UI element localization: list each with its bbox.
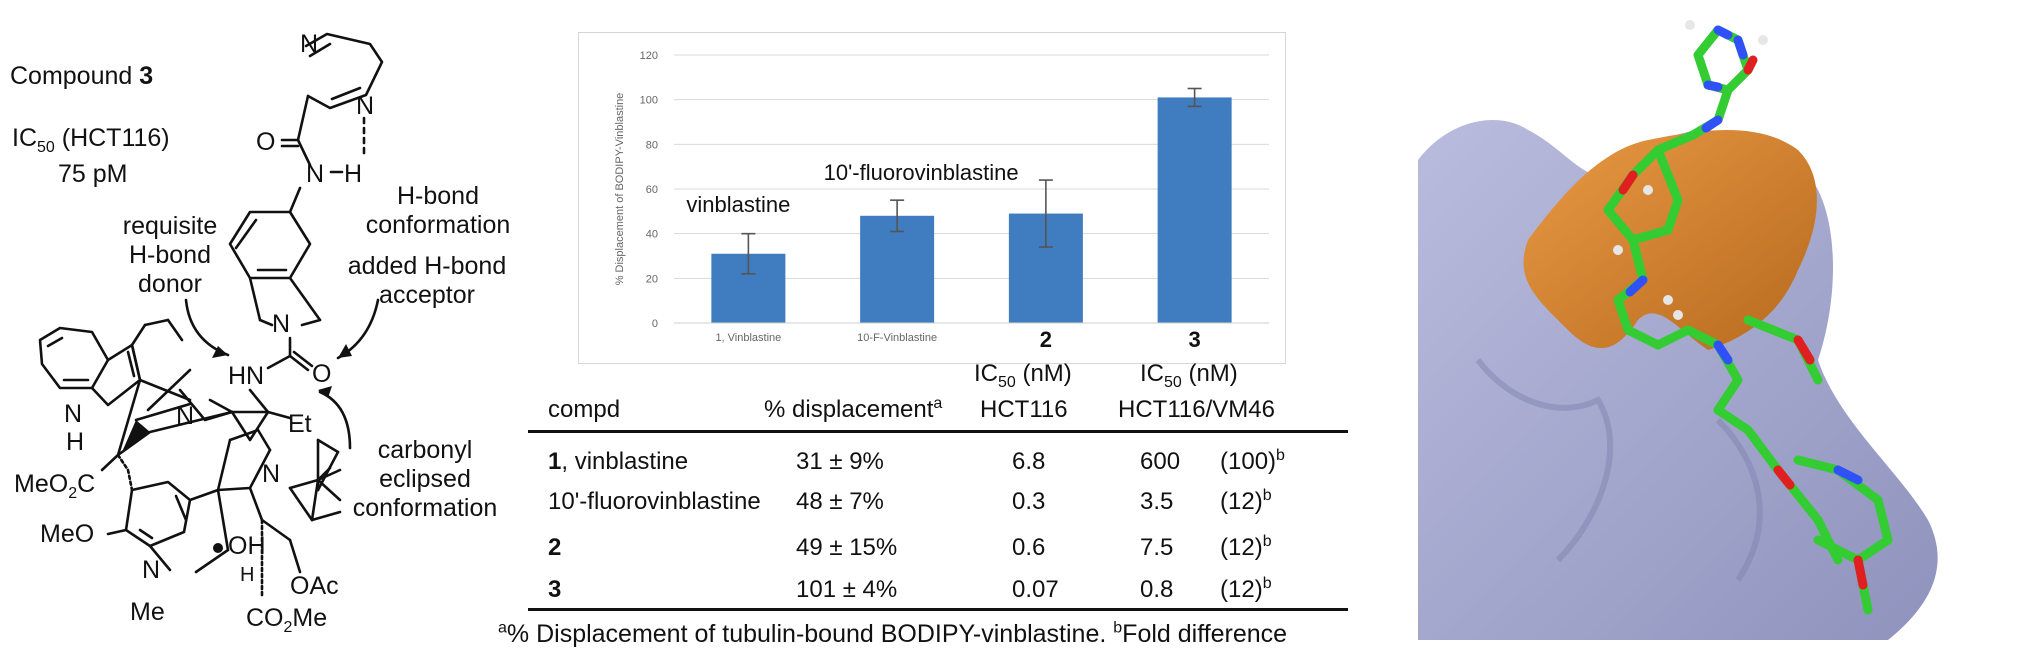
benzene-ring-isoindoline xyxy=(228,210,312,280)
bar-chart: 0 20 40 60 80 100 120 % Displacement of BODIPY-… xyxy=(578,32,1286,364)
annotation-carbonyl-eclipsed: carbonyl eclipsed conformation xyxy=(352,436,498,522)
table-cell-displacement: 49 ± 15% xyxy=(796,534,898,561)
atom-label: H xyxy=(240,564,255,586)
atom-label: N xyxy=(272,310,291,338)
table-cell-displacement: 101 ± 4% xyxy=(796,576,898,603)
atom-label: N xyxy=(356,92,375,120)
bar-annotation: vinblastine xyxy=(686,192,790,217)
atom-label: N xyxy=(142,556,161,584)
table-cell-compd: 2 xyxy=(548,534,562,561)
col-header-compd: compd xyxy=(548,396,621,423)
table-rule-top xyxy=(528,430,1348,433)
table-cell-hct116: 0.3 xyxy=(1012,488,1046,515)
atom-label: N xyxy=(306,160,325,188)
atom-label: N xyxy=(176,402,195,430)
annotation-added-acceptor: added H-bond acceptor xyxy=(347,252,507,309)
col-header-ic50-hct116: IC50 (nM) xyxy=(974,360,1072,391)
structure-panel: Compound 3 IC50 (HCT116) 75 pM requisite… xyxy=(0,0,510,660)
x-tick-label: 10-F-Vinblastine xyxy=(857,332,937,344)
table-cell-vm46: 600 xyxy=(1140,448,1181,475)
atom-label: H xyxy=(66,428,85,456)
bar-annotation: 10'-fluorovinblastine xyxy=(824,160,1019,185)
atom-label: O xyxy=(256,128,276,156)
ligand-heteroatoms xyxy=(1618,25,1868,590)
table-cell-compd: 10'-fluorovinblastine xyxy=(548,488,761,515)
table-cell-fold: (12)b xyxy=(1220,533,1272,562)
y-tick-label: 80 xyxy=(646,139,658,151)
ic50-value: 75 pM xyxy=(58,160,128,188)
atom-label: OH xyxy=(228,532,266,560)
table-cell-compd: 1, vinblastine xyxy=(548,448,689,475)
table-cell-displacement: 31 ± 9% xyxy=(796,448,884,475)
table-cell-compd: 3 xyxy=(548,576,562,603)
table-cell-hct116: 0.6 xyxy=(1012,534,1046,561)
protein-surface-image xyxy=(1418,20,1938,640)
table-cell-fold: (12)b xyxy=(1220,575,1272,604)
atom-label: N xyxy=(64,400,83,428)
molecule-drawing xyxy=(38,32,384,597)
table-rule-bottom xyxy=(528,608,1348,611)
annotation-hbond-conformation: H-bond conformation xyxy=(365,182,511,239)
col-header-hct116-vm46: HCT116/VM46 xyxy=(1118,396,1275,423)
data-table: IC50 (nM) IC50 (nM) compd % displacement… xyxy=(528,360,1348,611)
atom-label: MeO xyxy=(40,520,95,548)
atom-label: OAc xyxy=(290,572,339,600)
atom-label: Me xyxy=(130,598,165,626)
atom-label: CO2Me xyxy=(246,604,328,636)
x-tick-label: 3 xyxy=(1189,327,1201,352)
ligand-hydrogens xyxy=(1613,20,1768,320)
col-header-hct116: HCT116 xyxy=(980,396,1068,423)
col-header-displacement: % displacementa xyxy=(764,395,943,424)
x-tick-label: 1, Vinblastine xyxy=(715,332,781,344)
footnote: a% Displacement of tubulin-bound BODIPY-… xyxy=(498,619,1288,648)
atom-label: Et xyxy=(288,410,312,438)
atom-label: H xyxy=(344,160,363,188)
binding-pocket xyxy=(1523,130,1817,350)
atom-label: MeO2C xyxy=(14,470,96,502)
table-cell-hct116: 0.07 xyxy=(1012,576,1059,603)
compound-label: Compound 3 xyxy=(10,62,154,90)
y-axis-label: % Displacement of BODIPY-Vinblastine xyxy=(614,93,626,286)
table-cell-vm46: 3.5 xyxy=(1140,488,1174,515)
atom-label: O xyxy=(312,360,332,388)
table-cell-displacement: 48 ± 7% xyxy=(796,488,884,515)
atom-label: N xyxy=(300,30,319,58)
y-tick-label: 0 xyxy=(652,318,658,330)
indole-benzene xyxy=(38,326,110,390)
table-cell-hct116: 6.8 xyxy=(1012,448,1046,475)
col-header-ic50-vm46: IC50 (nM) xyxy=(1140,360,1238,391)
vindoline-benzene xyxy=(124,480,192,548)
annotation-requisite-donor: requisite H-bond donor xyxy=(122,212,218,298)
chart-canvas: 0 20 40 60 80 100 120 % Displacement of BODIPY-… xyxy=(614,50,1269,352)
atom-label: HN xyxy=(228,362,265,390)
ic50-label: IC50 (HCT116) xyxy=(12,124,170,156)
y-tick-label: 40 xyxy=(646,229,658,241)
bar xyxy=(1157,97,1232,323)
y-tick-label: 100 xyxy=(640,95,658,107)
y-tick-label: 120 xyxy=(640,50,658,62)
x-tick-label: 2 xyxy=(1040,327,1052,352)
table-cell-fold: (12)b xyxy=(1220,487,1272,516)
table-cell-fold: (100)b xyxy=(1220,447,1285,476)
table-cell-vm46: 7.5 xyxy=(1140,534,1174,561)
y-tick-label: 20 xyxy=(646,273,658,285)
y-tick-label: 60 xyxy=(646,184,658,196)
bar xyxy=(860,215,935,323)
atom-label: N xyxy=(262,460,281,488)
table-cell-vm46: 0.8 xyxy=(1140,576,1174,603)
pyrazine-ring xyxy=(304,32,384,110)
